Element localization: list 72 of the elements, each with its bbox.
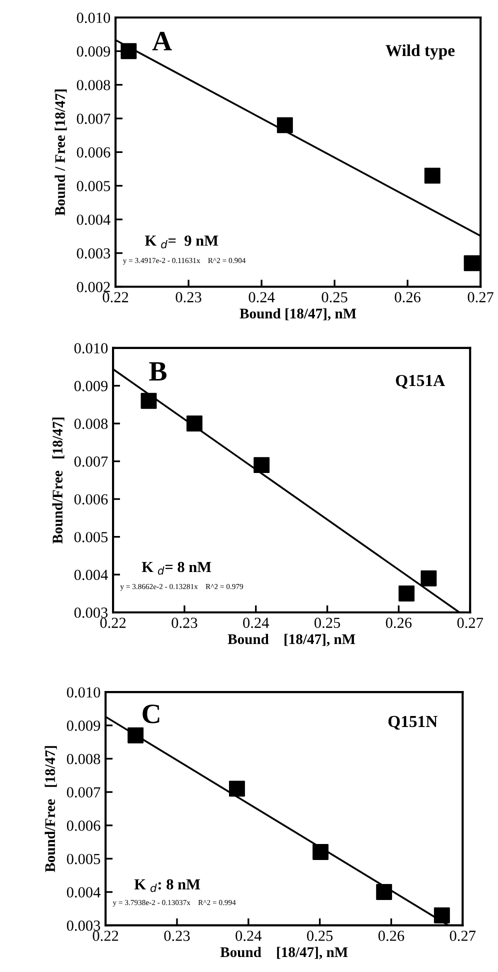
x-tick-label: 0.23: [176, 292, 202, 302]
x-tick-label: 0.27: [468, 292, 494, 302]
y-tick-label: 0.005: [76, 180, 110, 192]
y-axis-title: Bound/Free [18/47]: [44, 746, 57, 872]
annotation: Wild type: [386, 44, 455, 60]
y-tick-label: 0.002: [76, 282, 110, 292]
point: [312, 844, 329, 860]
y-tick-label: 0.005: [74, 532, 108, 542]
y-tick-label: 0.007: [74, 456, 108, 467]
y-tick-label: 0.008: [66, 754, 100, 764]
annotation: A: [152, 32, 172, 50]
x-tick-label: 0.26: [386, 618, 412, 628]
annotation: Q151A: [396, 374, 445, 389]
y-axis-title: Bound / Free [18/47]: [54, 90, 67, 216]
x-axis-title: Bound [18/47], nM: [220, 946, 348, 960]
point: [254, 457, 270, 474]
point: [120, 43, 137, 60]
y-tick-label: 0.008: [76, 80, 110, 90]
x-tick-label: 0.27: [450, 930, 476, 942]
y-tick-label: 0.003: [76, 248, 110, 259]
x-axis-title: Bound [18/47], nM: [240, 308, 356, 321]
y-tick-label: 0.004: [66, 887, 100, 898]
y-tick-label: 0.009: [74, 380, 108, 392]
point: [186, 416, 202, 432]
x-tick-label: 0.25: [322, 292, 348, 302]
x-tick-label: 0.23: [172, 618, 198, 628]
annotation: K $_{d}$= 8 nM: [142, 562, 212, 575]
y-tick-label: 0.006: [66, 820, 100, 831]
y-axis-title: Bound/Free [18/47]: [52, 418, 64, 544]
point: [398, 585, 415, 602]
point: [420, 570, 437, 586]
point: [128, 727, 144, 744]
annotation: B: [149, 362, 167, 381]
point: [229, 780, 245, 797]
x-tick-label: 0.22: [100, 618, 126, 628]
point: [464, 255, 480, 272]
y-tick-label: 0.009: [66, 720, 100, 731]
y-tick-label: 0.004: [74, 570, 108, 580]
x-tick-label: 0.26: [394, 292, 420, 302]
y-tick-label: 0.007: [76, 114, 110, 124]
point: [376, 884, 392, 900]
x-tick-label: 0.27: [457, 618, 484, 628]
y-tick-label: 0.010: [74, 343, 108, 354]
y-tick-label: 0.004: [76, 214, 110, 225]
annotation: Q151N: [388, 716, 438, 730]
annotation: K $_{d}$: 8 nM: [134, 879, 200, 892]
annotation: K $_{d}$= 9 nM: [145, 236, 218, 248]
point: [276, 117, 293, 134]
y-tick-label: 0.007: [66, 787, 100, 798]
point: [140, 392, 157, 409]
y-tick-label: 0.010: [66, 687, 100, 698]
y-tick-label: 0.006: [74, 494, 108, 505]
y-tick-label: 0.009: [76, 46, 110, 57]
x-tick-label: 0.22: [92, 930, 118, 942]
y-tick-label: 0.008: [74, 418, 108, 430]
x-tick-label: 0.24: [248, 292, 275, 302]
y-tick-label: 0.003: [74, 608, 108, 618]
y-tick-label: 0.010: [76, 12, 110, 24]
x-tick-label: 0.22: [102, 292, 128, 302]
x-tick-label: 0.25: [314, 618, 340, 628]
x-tick-label: 0.23: [164, 930, 190, 942]
x-axis-title: Bound [18/47], nM: [228, 634, 356, 646]
x-tick-label: 0.25: [307, 930, 333, 942]
x-tick-label: 0.24: [236, 930, 262, 942]
y-tick-label: 0.006: [76, 147, 110, 158]
y-tick-label: 0.003: [66, 920, 100, 931]
point: [424, 168, 440, 184]
annotation: C: [142, 704, 160, 724]
y-tick-label: 0.005: [66, 854, 100, 864]
x-tick-label: 0.24: [243, 618, 269, 628]
x-tick-label: 0.26: [378, 930, 404, 942]
point: [434, 907, 450, 924]
